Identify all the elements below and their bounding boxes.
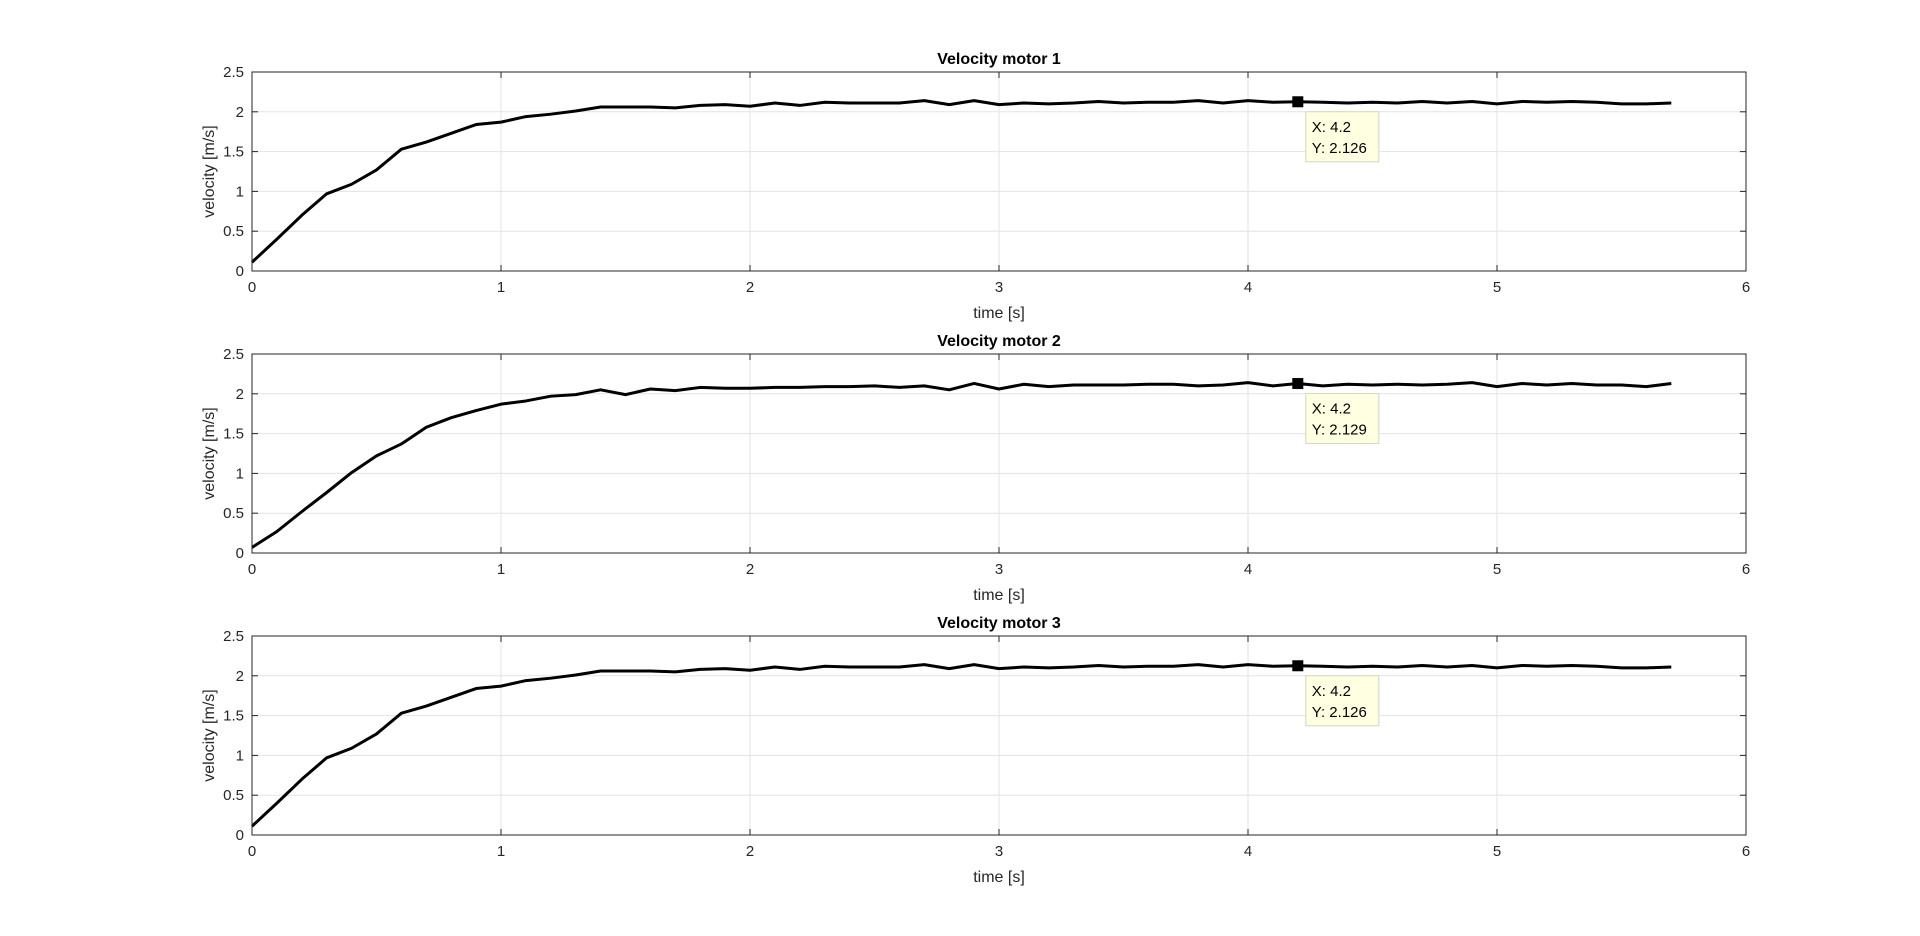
y-tick-label: 0.5 <box>223 505 244 522</box>
y-tick-label: 1 <box>236 183 244 200</box>
y-axis-label: velocity [m/s] <box>201 407 218 499</box>
datatip-y-text: Y: 2.126 <box>1312 140 1367 157</box>
y-tick-label: 2 <box>236 386 244 403</box>
x-axis-label: time [s] <box>973 587 1025 604</box>
datatip-x-text: X: 4.2 <box>1312 119 1351 136</box>
y-tick-label: 1.5 <box>223 426 244 443</box>
datatip-marker <box>1292 660 1304 672</box>
x-tick-label: 4 <box>1244 279 1252 296</box>
y-tick-label: 2.5 <box>223 64 244 81</box>
x-tick-label: 6 <box>1742 561 1750 578</box>
x-tick-label: 0 <box>248 279 256 296</box>
x-tick-label: 5 <box>1493 279 1501 296</box>
y-tick-label: 0 <box>236 827 244 844</box>
y-axis-label: velocity [m/s] <box>201 125 218 217</box>
x-axis-label: time [s] <box>973 305 1025 322</box>
x-tick-label: 3 <box>995 279 1003 296</box>
y-tick-label: 0 <box>236 545 244 562</box>
datatip-marker <box>1292 378 1304 390</box>
x-tick-label: 1 <box>497 561 505 578</box>
y-tick-label: 2 <box>236 668 244 685</box>
y-tick-label: 2.5 <box>223 628 244 645</box>
velocity-line <box>250 99 1672 264</box>
x-tick-label: 2 <box>746 279 754 296</box>
datatip-background <box>1305 675 1380 727</box>
subplot-2: 0 1 2 3 4 5 6 0 0.5 1 1.5 2 2.5 Velocity motor 2 time … <box>201 333 1750 604</box>
x-tick-label: 0 <box>248 561 256 578</box>
datatip-box: X: 4.2 Y: 2.129 <box>1305 393 1380 445</box>
x-axis-label: time [s] <box>973 869 1025 886</box>
x-tick-label: 3 <box>995 843 1003 860</box>
chart-title: Velocity motor 3 <box>937 615 1061 632</box>
x-tick-label: 1 <box>497 843 505 860</box>
y-tick-label: 2 <box>236 104 244 121</box>
x-tick-label: 5 <box>1493 843 1501 860</box>
datatip-box: X: 4.2 Y: 2.126 <box>1305 111 1380 163</box>
x-tick-label: 4 <box>1244 561 1252 578</box>
datatip-x-text: X: 4.2 <box>1312 683 1351 700</box>
y-tick-label: 1.5 <box>223 708 244 725</box>
y-tick-label: 0.5 <box>223 223 244 240</box>
datatip-marker <box>1292 96 1304 108</box>
x-tick-label: 6 <box>1742 843 1750 860</box>
y-tick-label: 0 <box>236 263 244 280</box>
x-tick-label: 2 <box>746 561 754 578</box>
datatip-y-text: Y: 2.129 <box>1312 422 1367 439</box>
x-tick-label: 5 <box>1493 561 1501 578</box>
datatip-x-text: X: 4.2 <box>1312 401 1351 418</box>
x-tick-label: 1 <box>497 279 505 296</box>
subplot-3: 0 1 2 3 4 5 6 0 0.5 1 1.5 2 2.5 Velocity motor 3 time … <box>201 615 1750 886</box>
x-tick-label: 2 <box>746 843 754 860</box>
y-tick-label: 1 <box>236 465 244 482</box>
x-tick-label: 6 <box>1742 279 1750 296</box>
velocity-line <box>250 663 1672 828</box>
chart-title: Velocity motor 2 <box>937 333 1061 350</box>
velocity-line <box>251 381 1672 549</box>
y-axis-label: velocity [m/s] <box>201 689 218 781</box>
datatip-y-text: Y: 2.126 <box>1312 704 1367 721</box>
y-tick-label: 1 <box>236 747 244 764</box>
y-tick-label: 0.5 <box>223 787 244 804</box>
datatip-box: X: 4.2 Y: 2.126 <box>1305 675 1380 727</box>
datatip-background <box>1305 393 1380 445</box>
x-tick-label: 0 <box>248 843 256 860</box>
y-tick-label: 1.5 <box>223 144 244 161</box>
x-tick-label: 4 <box>1244 843 1252 860</box>
datatip-background <box>1305 111 1380 163</box>
x-tick-label: 3 <box>995 561 1003 578</box>
y-tick-label: 2.5 <box>223 346 244 363</box>
chart-title: Velocity motor 1 <box>937 51 1061 68</box>
subplot-1: 0 1 2 3 4 5 6 0 0.5 1 1.5 2 2.5 Velocity motor 1 time … <box>201 51 1750 322</box>
